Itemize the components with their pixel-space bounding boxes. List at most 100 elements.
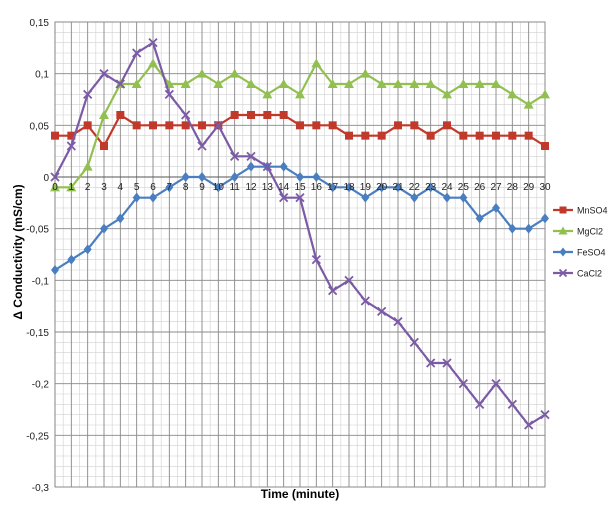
data-point: [246, 151, 256, 161]
x-tick-label: 12: [245, 182, 257, 193]
x-tick-label: 17: [327, 182, 339, 193]
data-point: [558, 226, 568, 235]
x-tick-label: 30: [539, 182, 551, 193]
data-point: [523, 99, 534, 109]
data-point: [327, 79, 338, 88]
series-cacl2: [50, 38, 550, 430]
data-point: [426, 358, 436, 368]
data-point: [67, 254, 76, 265]
x-tick-label: 2: [85, 182, 91, 193]
data-point: [442, 89, 452, 99]
data-point: [360, 68, 371, 78]
data-point: [181, 110, 191, 120]
data-point: [148, 58, 158, 68]
data-point: [295, 89, 305, 99]
data-point: [116, 213, 125, 224]
data-point: [296, 121, 304, 130]
data-point: [66, 141, 76, 151]
data-point: [328, 182, 337, 193]
legend: MnSO4 MgCl2 FeSO4 CaCl2: [553, 206, 608, 279]
x-tick-label: 4: [118, 182, 124, 193]
data-point: [311, 255, 321, 265]
data-point: [83, 89, 93, 99]
data-point: [262, 162, 272, 172]
data-point: [491, 379, 501, 389]
data-point: [295, 193, 305, 203]
data-point: [164, 89, 174, 99]
data-point: [344, 275, 354, 285]
y-tick-label: -0,15: [26, 328, 49, 339]
x-tick-label: 22: [409, 182, 421, 193]
data-point: [230, 172, 239, 182]
data-point: [262, 89, 273, 99]
data-point: [492, 131, 500, 140]
data-point: [83, 121, 92, 130]
x-tick-label: 15: [294, 182, 306, 193]
data-point: [475, 399, 485, 409]
data-point: [149, 121, 157, 130]
data-point: [197, 141, 207, 151]
data-point: [508, 223, 517, 234]
data-point: [459, 131, 468, 140]
y-tick-label: -0,2: [32, 380, 50, 391]
data-point: [229, 68, 240, 78]
data-point: [409, 337, 419, 347]
data-point: [100, 142, 108, 150]
y-tick-label: -0,25: [26, 431, 49, 442]
data-point: [131, 79, 142, 88]
data-point: [230, 111, 239, 119]
data-point: [198, 172, 206, 182]
x-tick-label: 20: [376, 182, 388, 193]
data-point: [426, 182, 435, 193]
data-point: [524, 420, 534, 430]
data-point: [410, 192, 419, 203]
x-tick-label: 5: [134, 182, 140, 193]
x-tick-label: 0: [52, 182, 58, 193]
y-tick-labels: 0,15 0,1 0,05 0 -0,05 -0,1 -0,15 -0,2 -0,25 -0,3: [26, 18, 49, 494]
data-point: [443, 121, 451, 130]
y-tick-label: 0,15: [30, 18, 50, 29]
data-point: [377, 131, 386, 140]
data-point: [344, 79, 354, 88]
data-point: [213, 120, 223, 130]
legend-label: MnSO4: [577, 206, 608, 216]
data-point: [377, 182, 386, 193]
data-point: [524, 223, 533, 234]
data-point: [361, 131, 370, 140]
data-point: [165, 182, 174, 193]
y-tick-label: 0: [43, 173, 49, 184]
data-point: [181, 121, 190, 130]
data-point: [360, 296, 370, 306]
series-layer: [50, 38, 550, 430]
data-point: [279, 111, 288, 119]
x-tick-label: 10: [213, 182, 225, 193]
data-point: [394, 121, 402, 130]
data-point: [214, 182, 223, 193]
data-point: [116, 111, 125, 119]
data-point: [115, 79, 125, 89]
data-point: [148, 38, 158, 48]
x-tick-label: 1: [69, 182, 75, 193]
data-point: [99, 110, 109, 119]
data-point: [541, 142, 549, 150]
data-point: [377, 306, 387, 316]
data-point: [345, 182, 353, 193]
data-point: [426, 131, 435, 140]
x-tick-label: 13: [262, 182, 274, 193]
data-point: [197, 68, 207, 78]
data-point: [311, 58, 322, 68]
x-tick-label: 19: [360, 182, 372, 193]
data-point: [279, 161, 288, 172]
y-tick-label: -0,3: [32, 483, 50, 494]
x-tick-label: 11: [229, 182, 240, 193]
legend-item: MnSO4: [553, 206, 608, 216]
data-point: [361, 192, 370, 203]
data-point: [132, 48, 142, 58]
data-point: [376, 79, 387, 88]
legend-item: FeSO4: [553, 247, 606, 258]
data-point: [458, 379, 468, 389]
data-point: [459, 192, 468, 203]
data-point: [312, 121, 321, 130]
y-tick-label: 0,05: [30, 121, 50, 132]
